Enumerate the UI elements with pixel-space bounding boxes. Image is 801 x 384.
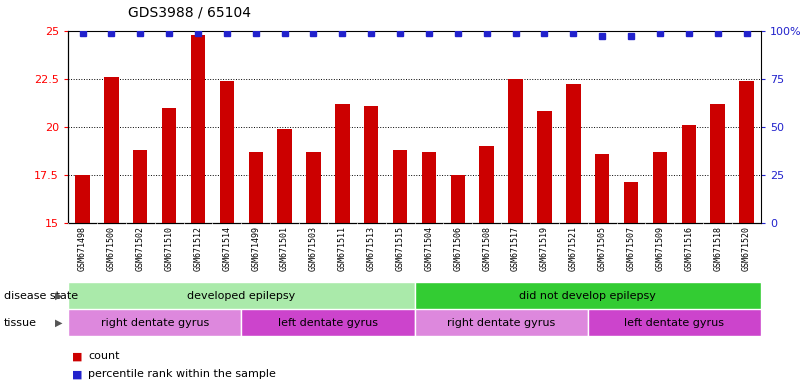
Text: GSM671510: GSM671510: [165, 226, 174, 271]
Bar: [566, 84, 581, 223]
Bar: [75, 175, 90, 223]
Text: percentile rank within the sample: percentile rank within the sample: [88, 369, 276, 379]
Text: GSM671517: GSM671517: [511, 226, 520, 271]
Text: GSM671505: GSM671505: [598, 226, 606, 271]
Text: ▶: ▶: [55, 318, 62, 328]
Text: ▶: ▶: [55, 291, 62, 301]
Bar: [653, 152, 667, 223]
Bar: [277, 129, 292, 223]
Text: GSM671515: GSM671515: [396, 226, 405, 271]
Text: GSM671521: GSM671521: [569, 226, 578, 271]
Bar: [104, 77, 119, 223]
Bar: [422, 152, 437, 223]
Bar: [710, 104, 725, 223]
Bar: [415, 282, 761, 309]
Text: GSM671513: GSM671513: [367, 226, 376, 271]
Text: GSM671518: GSM671518: [713, 226, 723, 271]
Bar: [335, 104, 349, 223]
Text: GSM671506: GSM671506: [453, 226, 462, 271]
Bar: [68, 282, 415, 309]
Bar: [162, 108, 176, 223]
Bar: [509, 79, 523, 223]
Bar: [480, 146, 494, 223]
Text: developed epilepsy: developed epilepsy: [187, 291, 296, 301]
Text: GSM671503: GSM671503: [309, 226, 318, 271]
Text: left dentate gyrus: left dentate gyrus: [278, 318, 378, 328]
Text: GSM671512: GSM671512: [194, 226, 203, 271]
Text: ■: ■: [72, 369, 83, 379]
Text: GSM671511: GSM671511: [338, 226, 347, 271]
Bar: [241, 309, 415, 336]
Text: GSM671507: GSM671507: [626, 226, 635, 271]
Text: GSM671504: GSM671504: [425, 226, 433, 271]
Bar: [306, 152, 320, 223]
Text: right dentate gyrus: right dentate gyrus: [447, 318, 555, 328]
Bar: [682, 125, 696, 223]
Bar: [248, 152, 263, 223]
Text: GDS3988 / 65104: GDS3988 / 65104: [128, 6, 252, 20]
Bar: [133, 150, 147, 223]
Bar: [588, 309, 761, 336]
Text: GSM671499: GSM671499: [252, 226, 260, 271]
Bar: [364, 106, 378, 223]
Bar: [624, 182, 638, 223]
Text: tissue: tissue: [4, 318, 37, 328]
Text: GSM671519: GSM671519: [540, 226, 549, 271]
Text: GSM671514: GSM671514: [223, 226, 231, 271]
Bar: [739, 81, 754, 223]
Text: GSM671502: GSM671502: [135, 226, 145, 271]
Text: did not develop epilepsy: did not develop epilepsy: [519, 291, 656, 301]
Bar: [595, 154, 610, 223]
Bar: [68, 309, 241, 336]
Text: GSM671516: GSM671516: [684, 226, 694, 271]
Bar: [451, 175, 465, 223]
Text: GSM671508: GSM671508: [482, 226, 491, 271]
Text: GSM671500: GSM671500: [107, 226, 116, 271]
Text: right dentate gyrus: right dentate gyrus: [101, 318, 209, 328]
Text: GSM671520: GSM671520: [742, 226, 751, 271]
Bar: [392, 150, 407, 223]
Text: left dentate gyrus: left dentate gyrus: [624, 318, 724, 328]
Text: disease state: disease state: [4, 291, 78, 301]
Text: GSM671498: GSM671498: [78, 226, 87, 271]
Text: GSM671509: GSM671509: [655, 226, 664, 271]
Bar: [537, 111, 552, 223]
Bar: [191, 35, 205, 223]
Bar: [219, 81, 234, 223]
Bar: [415, 309, 588, 336]
Text: GSM671501: GSM671501: [280, 226, 289, 271]
Text: ■: ■: [72, 351, 83, 361]
Text: count: count: [88, 351, 119, 361]
